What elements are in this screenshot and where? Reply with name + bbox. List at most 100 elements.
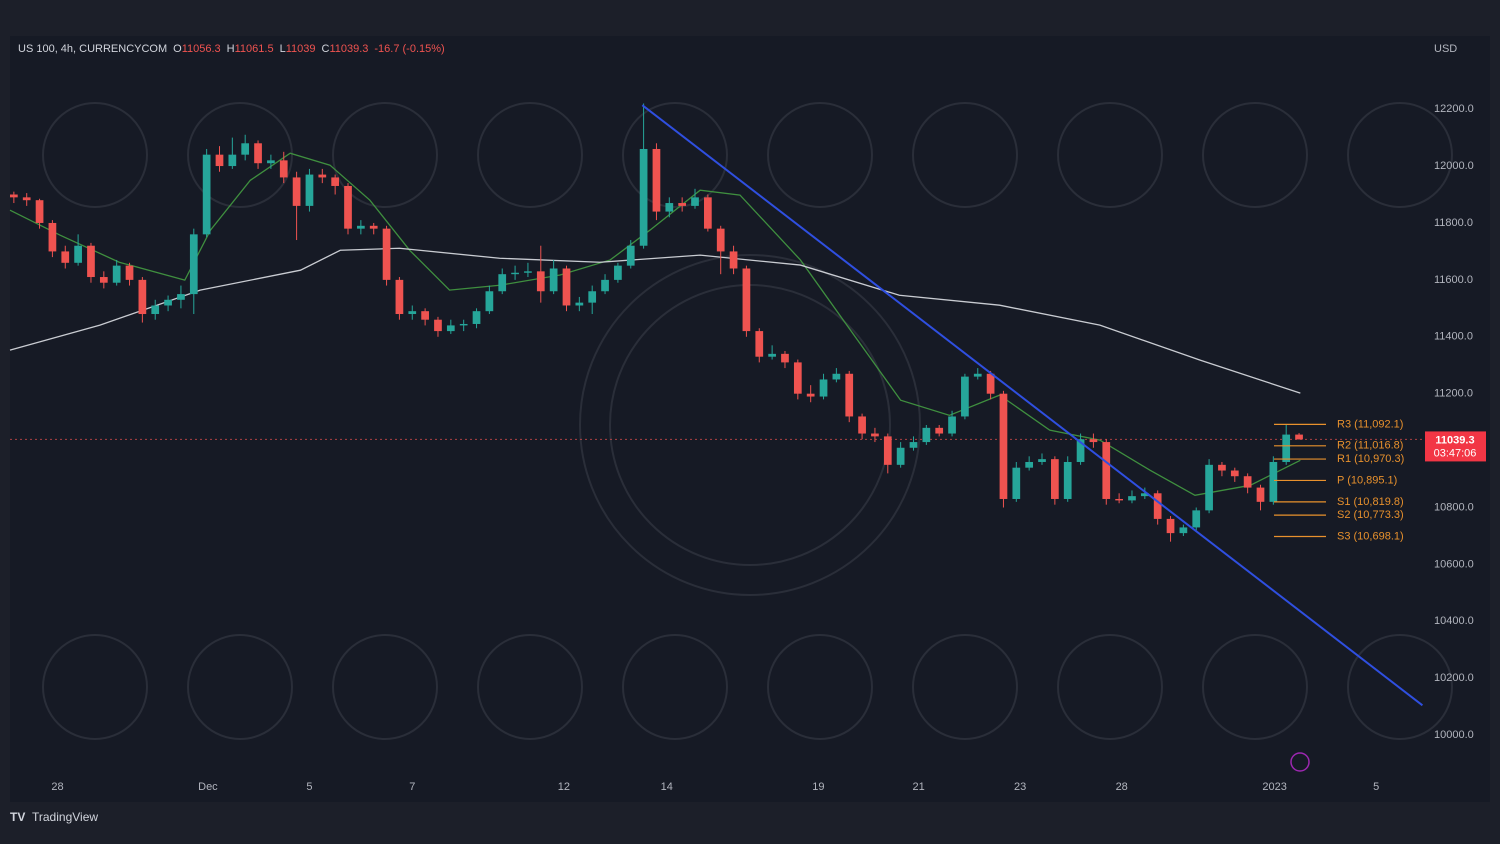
candle-body [138, 279, 147, 315]
candle-body [1218, 464, 1226, 471]
candle-body [768, 353, 776, 357]
candle-body [305, 174, 314, 206]
candle-body [665, 203, 674, 212]
currency-label: USD [1434, 43, 1457, 55]
candle-body [112, 265, 121, 283]
candle-body [909, 442, 918, 448]
candle-body [369, 225, 378, 229]
candle-body [241, 143, 250, 155]
x-tick-label: 2023 [1262, 781, 1286, 793]
pivot-label: R2 (11,016.8) [1337, 440, 1403, 452]
candle-body [845, 373, 854, 417]
candle-body [1269, 461, 1278, 502]
pivot-label: S2 (10,773.3) [1337, 509, 1404, 521]
candle-body [806, 393, 815, 397]
candle-body [395, 279, 404, 315]
candle-body [382, 228, 391, 280]
candle-body [601, 279, 609, 292]
candle-body [254, 143, 262, 164]
price-tag [1425, 431, 1486, 462]
candle-body [1243, 476, 1252, 488]
candle-body [48, 222, 57, 252]
candle-body [344, 185, 352, 229]
ohlc-value: 11061.5 [235, 43, 274, 55]
candle-body [948, 416, 956, 434]
candle-body [562, 268, 571, 306]
candle-body [22, 197, 31, 201]
candle-body [704, 197, 712, 229]
candle-body [691, 197, 699, 206]
candle-body [357, 225, 365, 229]
candle-body [151, 305, 160, 315]
y-tick-label: 10200.0 [1434, 672, 1474, 684]
y-tick-label: 11800.0 [1434, 217, 1473, 229]
candle-body [549, 268, 558, 292]
candle-body [1140, 493, 1149, 497]
candle-body [1179, 527, 1188, 534]
candle-body [883, 436, 892, 465]
pivot-label: R3 (11,092.1) [1337, 418, 1403, 430]
y-tick-label: 12000.0 [1434, 160, 1474, 172]
y-tick-label: 10000.0 [1434, 729, 1474, 741]
candle-body [125, 265, 134, 280]
candle-body [793, 362, 802, 394]
candle-body [99, 277, 108, 283]
candle-body [87, 245, 95, 278]
candle-body [164, 299, 172, 306]
candle-body [781, 353, 789, 363]
candle-body [575, 302, 584, 306]
candle-body [935, 427, 944, 434]
x-tick-label: 23 [1014, 781, 1026, 793]
candle-body [961, 376, 969, 417]
candle-body [652, 148, 661, 212]
candle-body [1025, 461, 1034, 468]
candle-body [716, 228, 725, 252]
candle-body [639, 148, 648, 246]
candle-body [819, 379, 828, 397]
y-tick-label: 11400.0 [1434, 331, 1473, 343]
candle-body [279, 160, 288, 178]
alert-icon[interactable] [1290, 752, 1310, 772]
ohlc-key: O [173, 43, 182, 55]
pivot-label: S1 (10,819.8) [1337, 496, 1404, 508]
brand-logo: TV [10, 810, 25, 824]
candle-body [999, 393, 1008, 499]
candle-body [922, 427, 931, 443]
pivot-label: P (10,895.1) [1337, 474, 1397, 486]
candle-body [1012, 467, 1021, 499]
candle-body [74, 245, 82, 263]
candle-body [755, 331, 764, 357]
x-tick-label: 28 [1116, 781, 1128, 793]
x-tick-label: 19 [812, 781, 824, 793]
x-tick-label: 14 [661, 781, 673, 793]
ohlc-key: H [227, 43, 235, 55]
candle-body [421, 311, 429, 320]
candle-body [1102, 442, 1111, 499]
candle-body [1295, 434, 1303, 440]
pivot-label: S3 (10,698.1) [1337, 530, 1404, 542]
candle-body [1205, 464, 1213, 511]
candle-body [858, 416, 866, 434]
y-tick-label: 10400.0 [1434, 615, 1474, 627]
candle-body [986, 373, 995, 394]
ohlc-value: 11056.3 [182, 43, 221, 55]
change: -16.7 (-0.15%) [374, 43, 444, 55]
legend-header: US 100, 4h, CURRENCYCOM O11056.3 H11061.5 L… [18, 43, 445, 55]
candle-body [1166, 518, 1175, 534]
y-tick-label: 10800.0 [1434, 501, 1474, 513]
candle-body [1051, 459, 1059, 499]
y-tick-label: 11600.0 [1434, 274, 1473, 286]
candle-body [973, 373, 982, 377]
candle-body [832, 373, 841, 380]
brand: TradingView [32, 810, 98, 824]
candle-body [614, 265, 622, 280]
moving-average [9, 247, 1301, 394]
candle-body [446, 325, 455, 332]
x-tick-label: 28 [51, 781, 63, 793]
y-tick-label: 11200.0 [1434, 388, 1473, 400]
candle-body [588, 291, 597, 303]
candle-body [1063, 461, 1072, 499]
symbol: US 100, 4h, CURRENCYCOM [18, 43, 167, 55]
candle-body [459, 323, 468, 326]
